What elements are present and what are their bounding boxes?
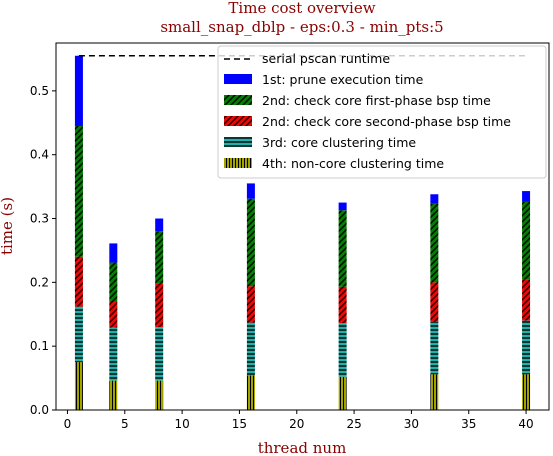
chart-title: Time cost overview: [228, 0, 375, 17]
legend-swatch-first-phase: [224, 95, 252, 105]
y-tick-label: 0.1: [30, 339, 49, 353]
y-axis-label: time (s): [0, 197, 16, 255]
bar-core_cluster-8: [155, 327, 164, 381]
bar-core_cluster-4: [109, 327, 118, 381]
legend-swatch-second-phase: [224, 116, 252, 126]
y-tick-label: 0.2: [30, 275, 49, 289]
plot-frame: [55, 42, 550, 411]
bars-group: [74, 55, 531, 410]
bar-noncore-4: [109, 380, 118, 410]
bar-first_phase-1: [74, 125, 83, 257]
bar-noncore-1: [74, 362, 83, 410]
legend-label-core-cluster: 3rd: core clustering time: [262, 135, 416, 150]
legend-swatch-noncore: [224, 158, 252, 168]
x-tick-label: 15: [232, 417, 247, 431]
bar-prune-40: [522, 191, 531, 202]
bar-core_cluster-24: [338, 323, 347, 377]
bar-prune-8: [155, 218, 164, 232]
y-tick-label: 0.5: [30, 84, 49, 98]
x-tick-label: 10: [174, 417, 189, 431]
bar-prune-32: [430, 194, 439, 204]
bar-core_cluster-16: [246, 322, 255, 376]
x-tick-label: 30: [404, 417, 419, 431]
bar-first_phase-16: [246, 198, 255, 287]
bar-core_cluster-1: [74, 306, 83, 363]
x-tick-label: 0: [64, 417, 72, 431]
bar-noncore-16: [246, 375, 255, 410]
legend-label-noncore: 4th: non-core clustering time: [262, 156, 444, 171]
bar-second_phase-40: [522, 279, 531, 321]
legend-label-second-phase: 2nd: check core second-phase bsp time: [262, 114, 511, 129]
bar-first_phase-24: [338, 210, 347, 287]
y-axis-ticks: 0.0 0.1 0.2 0.3 0.4 0.5: [30, 84, 56, 417]
bar-second_phase-32: [430, 282, 439, 322]
x-axis-label: thread num: [258, 439, 347, 456]
x-tick-label: 5: [121, 417, 129, 431]
x-tick-label: 25: [346, 417, 361, 431]
bar-prune-24: [338, 202, 347, 211]
legend-label-prune: 1st: prune execution time: [262, 72, 424, 87]
bar-prune-1: [74, 55, 83, 126]
chart-subtitle: small_snap_dblp - eps:0.3 - min_pts:5: [160, 18, 443, 36]
bar-second_phase-4: [109, 301, 118, 328]
legend-swatch-prune: [224, 74, 252, 84]
bar-first_phase-32: [430, 203, 439, 283]
legend-label-first-phase: 2nd: check core first-phase bsp time: [262, 93, 491, 108]
bar-first_phase-8: [155, 231, 164, 284]
bar-prune-4: [109, 243, 118, 263]
legend-box: [217, 45, 547, 179]
legend: serial pscan runtime 1st: prune executio…: [217, 45, 547, 179]
y-tick-label: 0.4: [30, 148, 49, 162]
x-tick-label: 35: [461, 417, 476, 431]
x-axis-ticks: 0 5 10 15 20 25 30 35 40: [64, 410, 534, 431]
bar-second_phase-1: [74, 256, 83, 307]
bar-noncore-32: [430, 374, 439, 410]
x-tick-label: 40: [518, 417, 533, 431]
legend-label-serial: serial pscan runtime: [262, 51, 390, 66]
bar-first_phase-40: [522, 201, 531, 280]
y-tick-label: 0.0: [30, 403, 49, 417]
bar-noncore-40: [522, 374, 531, 410]
bar-second_phase-24: [338, 286, 347, 324]
bar-first_phase-4: [109, 262, 118, 302]
bar-noncore-8: [155, 380, 164, 410]
bar-core_cluster-32: [430, 321, 439, 375]
bar-prune-16: [246, 183, 255, 199]
bar-noncore-24: [338, 376, 347, 410]
bar-second_phase-8: [155, 283, 164, 328]
x-tick-label: 20: [289, 417, 304, 431]
bar-core_cluster-40: [522, 320, 531, 375]
legend-swatch-core-cluster: [224, 137, 252, 147]
bar-second_phase-16: [246, 286, 255, 323]
y-tick-label: 0.3: [30, 212, 49, 226]
